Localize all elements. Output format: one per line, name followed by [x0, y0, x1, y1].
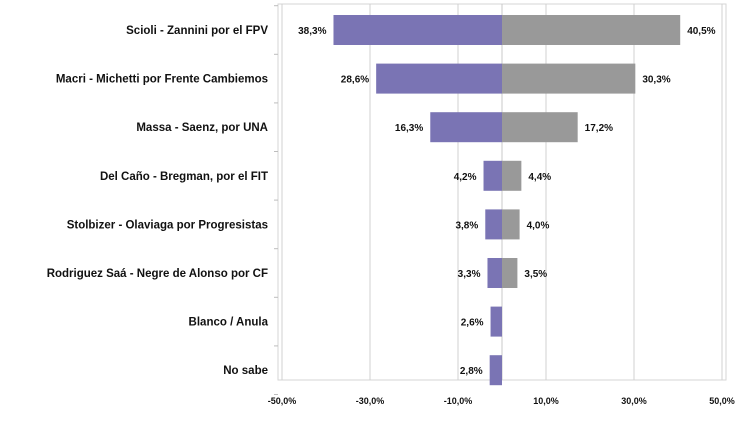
category-label: Blanco / Anula — [189, 317, 269, 329]
bar-right — [502, 63, 636, 94]
data-label-left: 2,8% — [460, 366, 483, 377]
data-label-left: 3,8% — [455, 220, 478, 231]
data-label-right: 4,0% — [527, 220, 550, 231]
x-tick-label: 50,0% — [709, 396, 735, 406]
bar-right — [502, 258, 518, 288]
data-label-left: 38,3% — [298, 26, 326, 37]
category-label: Stolbizer - Olaviaga por Progresistas — [67, 219, 268, 231]
x-tick-label: -50,0% — [268, 396, 297, 406]
x-tick-label: -30,0% — [356, 396, 385, 406]
x-tick-label: 10,0% — [533, 396, 559, 406]
data-label-left: 4,2% — [454, 172, 477, 183]
bar-left — [487, 258, 502, 288]
category-label: Scioli - Zannini por el FPV — [126, 25, 268, 37]
data-label-right: 4,4% — [528, 172, 551, 183]
bar-left — [483, 160, 502, 191]
data-label-right: 17,2% — [585, 123, 613, 134]
data-label-left: 2,6% — [461, 318, 484, 329]
bar-left — [490, 306, 502, 337]
category-label: No sabe — [223, 365, 268, 377]
labels: -50,0% -30,0% -10,0% 10,0% 30,0% 50,0% Scioli … — [47, 25, 735, 406]
category-label: Del Caño - Bregman, por el FIT — [100, 171, 268, 183]
x-tick-label: -10,0% — [444, 396, 473, 406]
axes — [274, 5, 278, 395]
bar-right — [502, 15, 681, 45]
bar-left — [376, 63, 502, 94]
data-label-right: 30,3% — [642, 75, 670, 86]
data-label-left: 3,3% — [458, 269, 481, 280]
data-label-right: 40,5% — [687, 26, 715, 37]
category-label: Macri - Michetti por Frente Cambiemos — [56, 74, 268, 86]
data-label-left: 16,3% — [395, 123, 423, 134]
bar-left — [333, 15, 502, 45]
data-label-right: 3,5% — [524, 269, 547, 280]
bar-left — [485, 209, 502, 240]
bar-left — [489, 355, 502, 386]
data-label-left: 28,6% — [341, 75, 369, 86]
bar-left — [430, 112, 502, 143]
x-tick-label: 30,0% — [621, 396, 647, 406]
bars — [333, 15, 681, 386]
category-label: Rodriguez Saá - Negre de Alonso por CF — [47, 268, 268, 280]
bar-right — [502, 209, 520, 240]
bar-right — [502, 112, 578, 143]
bar-right — [502, 160, 522, 191]
category-label: Massa - Saenz, por UNA — [136, 122, 268, 134]
